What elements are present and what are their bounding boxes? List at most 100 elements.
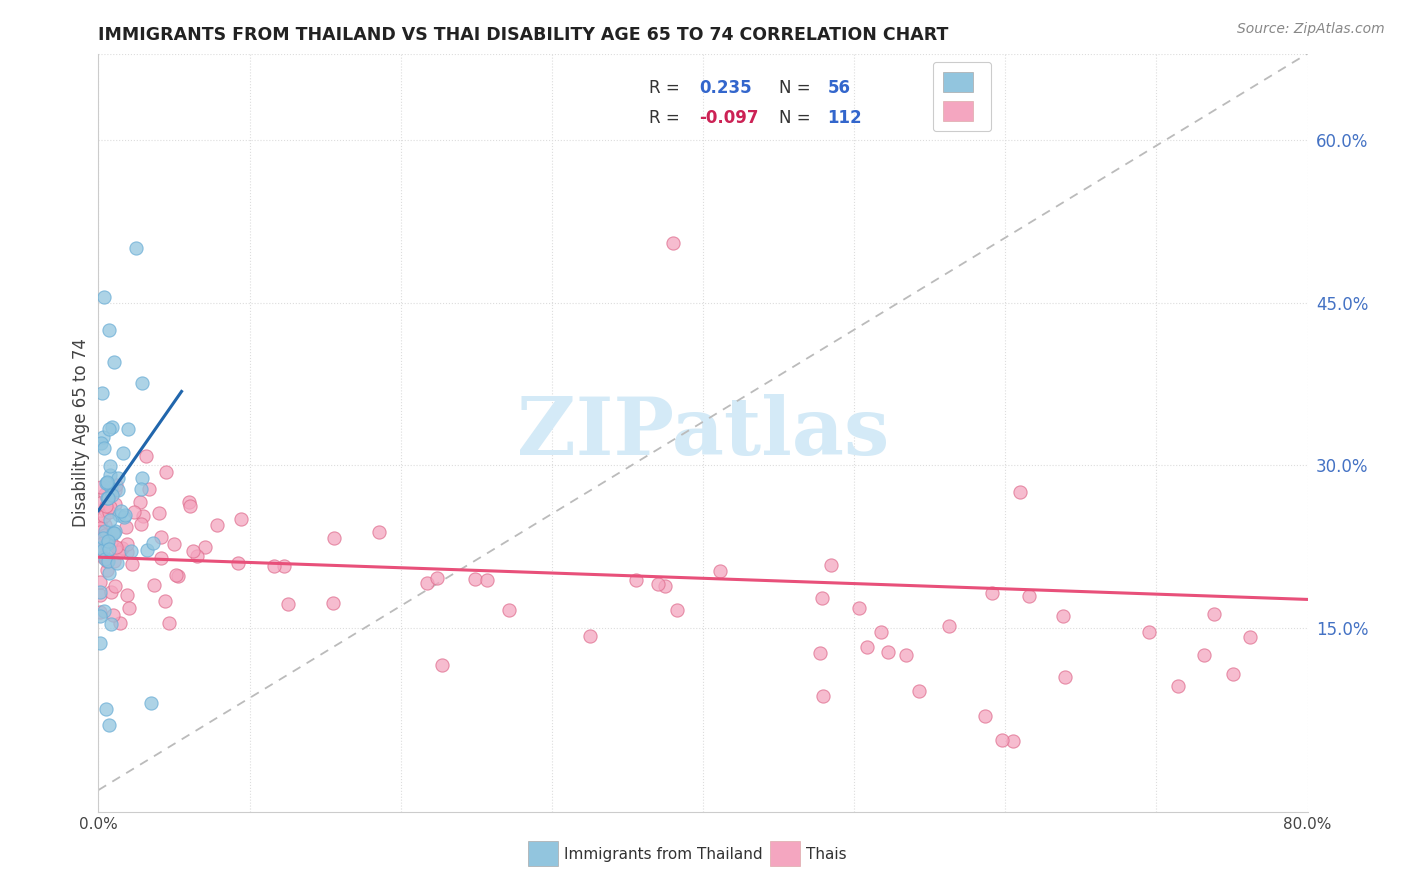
Point <box>870 624 893 639</box>
Point <box>1018 589 1040 603</box>
Point <box>97 534 120 549</box>
Point <box>1222 667 1244 681</box>
Point <box>112 510 135 524</box>
Point <box>104 497 127 511</box>
Point <box>475 573 498 587</box>
Point <box>91 550 114 565</box>
Point <box>1239 630 1261 644</box>
Point <box>654 579 676 593</box>
Point <box>661 236 683 251</box>
Point <box>117 537 139 551</box>
Point <box>1192 648 1215 662</box>
Point <box>163 537 186 551</box>
Point <box>97 505 120 519</box>
Text: Immigrants from Thailand: Immigrants from Thailand <box>564 847 762 862</box>
Point <box>894 648 917 662</box>
Point <box>647 577 669 591</box>
Point <box>96 537 118 551</box>
Point <box>430 657 453 672</box>
Point <box>157 615 180 630</box>
Legend: , : , <box>932 62 991 131</box>
Point <box>91 542 114 557</box>
Point <box>101 420 124 434</box>
Point <box>115 588 138 602</box>
Point <box>96 563 118 577</box>
Point <box>98 421 121 435</box>
Point <box>186 549 208 564</box>
Point <box>131 376 153 391</box>
Point <box>120 544 142 558</box>
Text: IMMIGRANTS FROM THAILAND VS THAI DISABILITY AGE 65 TO 74 CORRELATION CHART: IMMIGRANTS FROM THAILAND VS THAI DISABIL… <box>98 26 949 44</box>
Text: -0.097: -0.097 <box>699 109 759 127</box>
Point <box>131 482 153 496</box>
Y-axis label: Disability Age 65 to 74: Disability Age 65 to 74 <box>72 338 90 527</box>
Point <box>877 645 900 659</box>
Point <box>226 556 249 570</box>
Point <box>666 602 689 616</box>
Point <box>122 505 145 519</box>
Point <box>89 531 111 545</box>
Point <box>98 458 121 473</box>
Point <box>103 525 125 540</box>
Point <box>143 578 166 592</box>
Point <box>93 441 115 455</box>
Point <box>165 568 187 582</box>
Point <box>108 508 131 522</box>
Point <box>148 506 170 520</box>
Point <box>115 545 138 559</box>
Point <box>89 605 111 619</box>
Text: N =: N = <box>779 79 811 97</box>
Point <box>89 588 111 602</box>
Point <box>991 733 1014 747</box>
Point <box>149 550 172 565</box>
Point <box>1010 485 1032 500</box>
Text: ZIPatlas: ZIPatlas <box>517 393 889 472</box>
Point <box>97 491 120 505</box>
Point <box>89 575 111 590</box>
Point <box>426 571 449 585</box>
Point <box>131 471 153 485</box>
Point <box>973 709 995 723</box>
Point <box>709 564 731 578</box>
Point <box>96 476 118 491</box>
Point <box>105 557 128 571</box>
Point <box>579 629 602 643</box>
Point <box>94 528 117 542</box>
Point <box>129 517 152 532</box>
Point <box>194 540 217 554</box>
Point <box>104 524 127 539</box>
Point <box>1167 679 1189 693</box>
Point <box>107 471 129 485</box>
Point <box>811 591 834 605</box>
Point <box>89 496 111 510</box>
Point <box>91 535 114 549</box>
Point <box>94 487 117 501</box>
Point <box>1053 669 1076 683</box>
Point <box>96 499 118 513</box>
Point <box>91 386 114 401</box>
Point <box>177 495 200 509</box>
Point <box>90 481 112 495</box>
Point <box>89 524 111 539</box>
Text: 56: 56 <box>828 79 851 97</box>
Point <box>91 532 114 546</box>
Point <box>1052 609 1074 624</box>
Point <box>100 585 122 599</box>
Point <box>89 521 111 535</box>
Point <box>89 541 111 556</box>
Point <box>110 615 132 630</box>
Point <box>273 558 295 573</box>
Point <box>367 525 389 540</box>
Point <box>117 601 139 615</box>
Point <box>107 483 129 497</box>
Point <box>93 604 115 618</box>
Point <box>981 586 1004 600</box>
Point <box>89 516 111 531</box>
Point <box>110 504 132 518</box>
Point <box>205 518 228 533</box>
Point <box>100 617 122 632</box>
Text: Thais: Thais <box>806 847 846 862</box>
Point <box>498 602 520 616</box>
Point <box>110 541 132 555</box>
Point <box>98 468 121 483</box>
